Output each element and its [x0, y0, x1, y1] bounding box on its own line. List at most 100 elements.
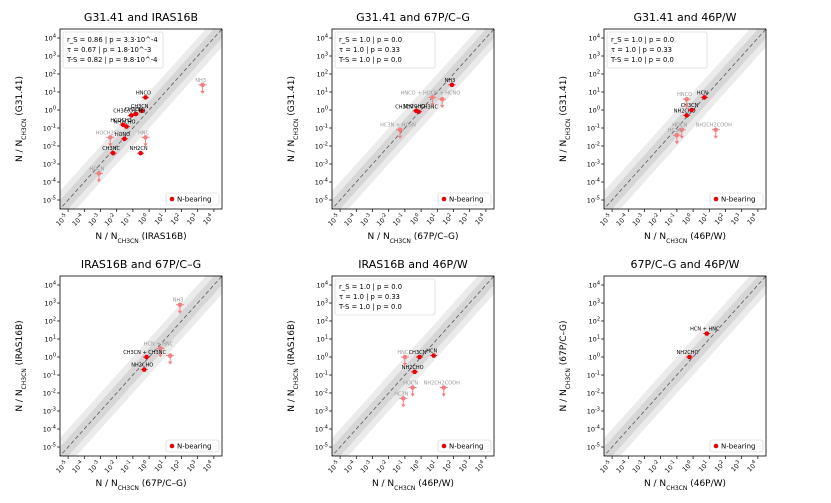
- data-point: HOCN: [89, 166, 105, 183]
- x-tick-label: 102: [440, 459, 454, 473]
- panel-title: G31.41 and IRAS16B: [84, 11, 198, 24]
- legend-label: N-bearing: [721, 196, 756, 204]
- stats-line: τ = 1.0 | p = 0.33: [611, 46, 672, 54]
- y-tick-label: 100: [45, 106, 56, 115]
- y-tick-label: 10-4: [43, 178, 56, 187]
- x-tick-label: 100: [408, 212, 422, 226]
- data-point: CH3OH: [125, 107, 143, 117]
- y-axis-label: N / NCH3CN (67P/C–G): [559, 321, 572, 412]
- stats-line: T-S = 1.0 | p = 0.0: [338, 303, 402, 311]
- y-tick-label: 102: [317, 70, 328, 79]
- axes-frame: [603, 275, 767, 457]
- point-label: CH3CN + CH3NC: [395, 105, 438, 111]
- y-tick-label: 104: [317, 34, 328, 43]
- marker: [110, 150, 116, 156]
- limit-arrow-head: [402, 363, 408, 366]
- point-label: NH2CH2COOH: [424, 381, 460, 387]
- y-tick-label: 101: [589, 335, 600, 344]
- marker: [687, 354, 692, 360]
- limit-arrow-head: [441, 393, 446, 397]
- data-point: [166, 353, 175, 365]
- x-tick-label: 104: [201, 459, 215, 473]
- x-axis-label: N / NCH3CN (67P/C–G): [368, 232, 459, 245]
- y-tick-label: 100: [317, 106, 328, 115]
- marker: [689, 107, 694, 113]
- limit-arrow-head: [674, 141, 680, 145]
- marker: [122, 136, 127, 142]
- x-tick-label: 10-1: [391, 212, 407, 228]
- x-tick-label: 10-5: [54, 212, 70, 228]
- legend-label: N-bearing: [177, 196, 212, 204]
- data-point: CH3NC: [102, 146, 120, 156]
- limit-arrow-head: [108, 143, 113, 147]
- point-label: HCN: [697, 90, 708, 96]
- x-tick-label: 10-1: [663, 212, 679, 228]
- one-to-one-line: [60, 276, 222, 456]
- marker: [674, 132, 680, 138]
- data-point: HC3N: [668, 128, 682, 145]
- x-tick-label: 100: [680, 459, 694, 473]
- x-tick-label: 10-5: [326, 459, 342, 475]
- x-tick-label: 10-4: [342, 212, 358, 228]
- y-tick-label: 10-2: [587, 142, 600, 151]
- marker: [139, 108, 145, 114]
- panel-title: G31.41 and 67P/C–G: [356, 11, 470, 24]
- x-tick-label: 10-2: [102, 459, 118, 475]
- limit-arrow-head: [679, 135, 684, 139]
- y-tick-label: 101: [317, 88, 328, 97]
- data-point: NH2CH2COOH: [696, 123, 732, 139]
- point-label: NH3: [195, 78, 206, 84]
- data-point: HNCO + HOCN + HCNO: [401, 90, 460, 107]
- y-tick-label: 102: [45, 70, 56, 79]
- point-label: HOCN: [89, 166, 104, 172]
- y-tick-label: 10-4: [587, 425, 600, 434]
- x-tick-label: 101: [696, 212, 710, 226]
- limit-arrow-head: [684, 105, 689, 109]
- y-axis-label: N / NCH3CN (G31.41): [287, 76, 300, 162]
- marker: [401, 396, 406, 401]
- point-label: HNC: [138, 130, 150, 136]
- legend-label: N-bearing: [721, 443, 756, 451]
- axes-frame: [331, 28, 495, 210]
- data-point: CH3CN + CH3NC: [123, 350, 166, 360]
- data-point: NH2CHO: [402, 365, 424, 375]
- limit-arrow-head: [200, 90, 205, 94]
- limit-arrow-head: [96, 179, 102, 183]
- stats-box: [334, 31, 436, 69]
- legend-marker: [441, 443, 447, 449]
- y-tick-label: 10-4: [315, 425, 328, 434]
- x-tick-label: 101: [152, 212, 166, 226]
- x-tick-label: 103: [457, 212, 471, 226]
- marker: [431, 353, 437, 358]
- data-point: HNCO: [677, 92, 692, 109]
- x-tick-label: 10-1: [119, 459, 135, 475]
- stats-line: r_S = 1.0 | p = 0.0: [611, 36, 674, 44]
- data-point: NH3: [195, 78, 207, 94]
- marker: [120, 122, 126, 128]
- point-label: NH2CHO: [674, 108, 696, 114]
- x-tick-label: 10-4: [342, 459, 358, 475]
- stats-line: r_S = 1.0 | p = 0.0: [339, 283, 402, 291]
- point-label: HONO: [115, 132, 130, 138]
- data-point: NH2CH2COOH: [424, 381, 460, 397]
- x-tick-label: 10-2: [374, 459, 390, 475]
- x-tick-label: 10-3: [358, 212, 374, 228]
- y-tick-label: 103: [317, 299, 328, 308]
- data-point: NH2CHO: [677, 350, 699, 360]
- x-tick-label: 103: [457, 459, 471, 473]
- x-axis-label: N / NCH3CN (IRAS16B): [95, 232, 186, 245]
- marker: [679, 127, 685, 133]
- one-to-one-line: [604, 29, 766, 209]
- x-tick-label: 10-5: [326, 212, 342, 228]
- x-tick-label: 10-2: [374, 212, 390, 228]
- y-axis-label: N / NCH3CN (IRAS16B): [15, 320, 28, 411]
- x-tick-label: 10-3: [358, 459, 374, 475]
- stats-box: [606, 31, 708, 69]
- point-label: HC3N: [394, 391, 408, 397]
